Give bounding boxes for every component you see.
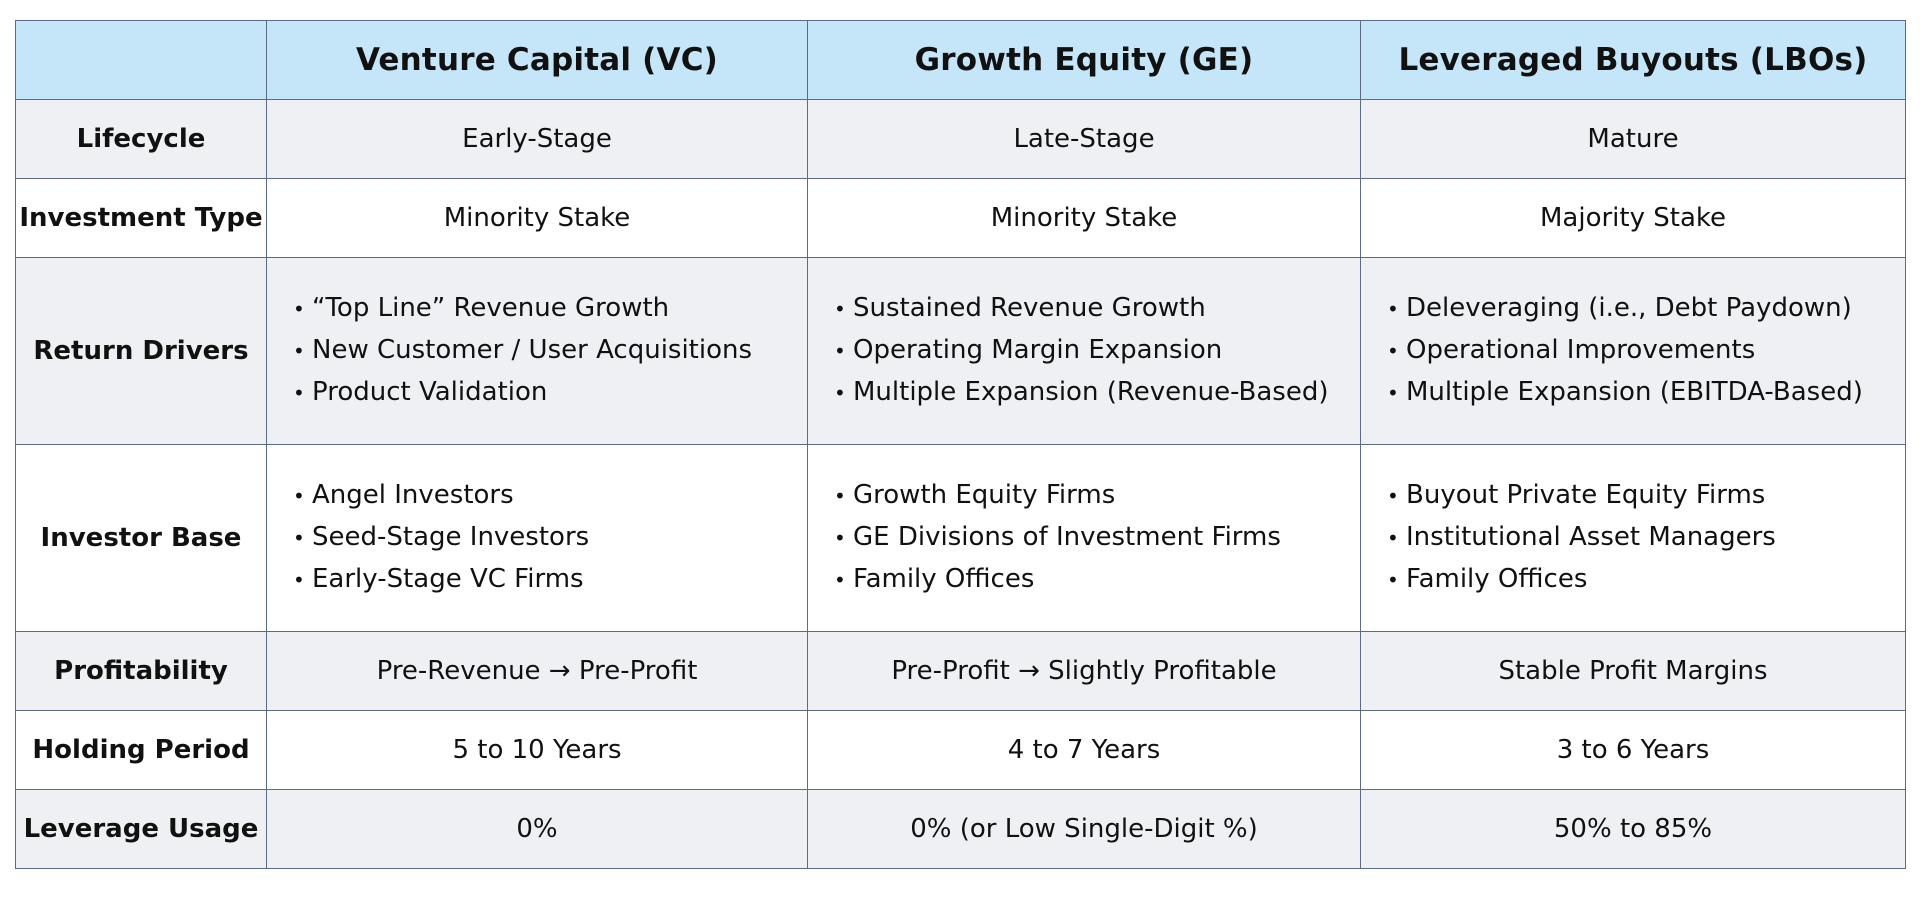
row-profitability: Profitability Pre-Revenue → Pre-Profit P… bbox=[15, 631, 1906, 711]
header-venture-capital: Venture Capital (VC) bbox=[266, 20, 808, 100]
bullet-icon: • bbox=[834, 526, 846, 550]
cell-leverage-usage-lbo: 50% to 85% bbox=[1360, 789, 1906, 869]
bullet-icon: • bbox=[834, 381, 846, 405]
cell-investment-type-lbo: Majority Stake bbox=[1360, 178, 1906, 258]
cell-return-drivers-lbo: • Deleveraging (i.e., Debt Paydown) • Oper… bbox=[1360, 257, 1906, 445]
cell-leverage-usage-ge: 0% (or Low Single-Digit %) bbox=[807, 789, 1361, 869]
row-leverage-usage: Leverage Usage 0% 0% (or Low Single-Digi… bbox=[15, 789, 1906, 869]
list-item: • Operational Improvements bbox=[1387, 330, 1905, 372]
comparison-table: Venture Capital (VC) Growth Equity (GE) … bbox=[15, 20, 1906, 869]
bullet-icon: • bbox=[834, 568, 846, 592]
cell-profitability-ge: Pre-Profit → Slightly Profitable bbox=[807, 631, 1361, 711]
cell-lifecycle-vc: Early-Stage bbox=[266, 99, 808, 179]
bullet-icon: • bbox=[1387, 297, 1399, 321]
table-body: Lifecycle Early-Stage Late-Stage Mature … bbox=[15, 99, 1906, 869]
list-item: • GE Divisions of Investment Firms bbox=[834, 517, 1360, 559]
list-item: • Early-Stage VC Firms bbox=[293, 559, 807, 601]
table-header: Venture Capital (VC) Growth Equity (GE) … bbox=[15, 20, 1906, 100]
cell-lifecycle-ge: Late-Stage bbox=[807, 99, 1361, 179]
cell-profitability-lbo: Stable Profit Margins bbox=[1360, 631, 1906, 711]
list-item: • Buyout Private Equity Firms bbox=[1387, 475, 1905, 517]
cell-leverage-usage-vc: 0% bbox=[266, 789, 808, 869]
cell-return-drivers-ge: • Sustained Revenue Growth • Operating Mar… bbox=[807, 257, 1361, 445]
list-item: • Family Offices bbox=[1387, 559, 1905, 601]
header-corner-cell bbox=[15, 20, 267, 100]
bullet-list: • “Top Line” Revenue Growth • New Customer… bbox=[293, 288, 807, 414]
row-investor-base: Investor Base • Angel Investors • Seed-Sta… bbox=[15, 444, 1906, 632]
list-item: • Deleveraging (i.e., Debt Paydown) bbox=[1387, 288, 1905, 330]
bullet-icon: • bbox=[834, 339, 846, 363]
comparison-table-container: Venture Capital (VC) Growth Equity (GE) … bbox=[15, 20, 1906, 869]
cell-investor-base-vc: • Angel Investors • Seed-Stage Investors •… bbox=[266, 444, 808, 632]
bullet-list: • Buyout Private Equity Firms • Institutio… bbox=[1387, 475, 1905, 601]
bullet-icon: • bbox=[293, 484, 305, 508]
row-label-holding-period: Holding Period bbox=[15, 710, 267, 790]
bullet-icon: • bbox=[1387, 484, 1399, 508]
bullet-icon: • bbox=[293, 381, 305, 405]
header-row: Venture Capital (VC) Growth Equity (GE) … bbox=[15, 20, 1906, 100]
list-item: • “Top Line” Revenue Growth bbox=[293, 288, 807, 330]
cell-investor-base-lbo: • Buyout Private Equity Firms • Institutio… bbox=[1360, 444, 1906, 632]
cell-holding-period-ge: 4 to 7 Years bbox=[807, 710, 1361, 790]
bullet-icon: • bbox=[293, 297, 305, 321]
list-item: • Sustained Revenue Growth bbox=[834, 288, 1360, 330]
bullet-icon: • bbox=[293, 339, 305, 363]
bullet-icon: • bbox=[834, 484, 846, 508]
bullet-list: • Deleveraging (i.e., Debt Paydown) • Oper… bbox=[1387, 288, 1905, 414]
row-label-return-drivers: Return Drivers bbox=[15, 257, 267, 445]
cell-investment-type-ge: Minority Stake bbox=[807, 178, 1361, 258]
list-item: • Angel Investors bbox=[293, 475, 807, 517]
list-item: • Family Offices bbox=[834, 559, 1360, 601]
bullet-list: • Sustained Revenue Growth • Operating Mar… bbox=[834, 288, 1360, 414]
row-holding-period: Holding Period 5 to 10 Years 4 to 7 Year… bbox=[15, 710, 1906, 790]
cell-investor-base-ge: • Growth Equity Firms • GE Divisions of In… bbox=[807, 444, 1361, 632]
cell-holding-period-vc: 5 to 10 Years bbox=[266, 710, 808, 790]
bullet-icon: • bbox=[1387, 381, 1399, 405]
list-item: • Product Validation bbox=[293, 372, 807, 414]
bullet-icon: • bbox=[293, 568, 305, 592]
list-item: • Multiple Expansion (Revenue-Based) bbox=[834, 372, 1360, 414]
bullet-icon: • bbox=[1387, 568, 1399, 592]
row-label-lifecycle: Lifecycle bbox=[15, 99, 267, 179]
cell-holding-period-lbo: 3 to 6 Years bbox=[1360, 710, 1906, 790]
cell-profitability-vc: Pre-Revenue → Pre-Profit bbox=[266, 631, 808, 711]
header-leveraged-buyouts: Leveraged Buyouts (LBOs) bbox=[1360, 20, 1906, 100]
row-label-investment-type: Investment Type bbox=[15, 178, 267, 258]
bullet-icon: • bbox=[1387, 339, 1399, 363]
cell-return-drivers-vc: • “Top Line” Revenue Growth • New Customer… bbox=[266, 257, 808, 445]
cell-investment-type-vc: Minority Stake bbox=[266, 178, 808, 258]
list-item: • Growth Equity Firms bbox=[834, 475, 1360, 517]
bullet-icon: • bbox=[293, 526, 305, 550]
cell-lifecycle-lbo: Mature bbox=[1360, 99, 1906, 179]
row-lifecycle: Lifecycle Early-Stage Late-Stage Mature bbox=[15, 99, 1906, 179]
bullet-list: • Angel Investors • Seed-Stage Investors •… bbox=[293, 475, 807, 601]
header-growth-equity: Growth Equity (GE) bbox=[807, 20, 1361, 100]
row-label-profitability: Profitability bbox=[15, 631, 267, 711]
list-item: • Seed-Stage Investors bbox=[293, 517, 807, 559]
row-return-drivers: Return Drivers • “Top Line” Revenue Growt… bbox=[15, 257, 1906, 445]
list-item: • New Customer / User Acquisitions bbox=[293, 330, 807, 372]
list-item: • Operating Margin Expansion bbox=[834, 330, 1360, 372]
list-item: • Multiple Expansion (EBITDA-Based) bbox=[1387, 372, 1905, 414]
row-investment-type: Investment Type Minority Stake Minority … bbox=[15, 178, 1906, 258]
row-label-investor-base: Investor Base bbox=[15, 444, 267, 632]
bullet-icon: • bbox=[834, 297, 846, 321]
row-label-leverage-usage: Leverage Usage bbox=[15, 789, 267, 869]
bullet-icon: • bbox=[1387, 526, 1399, 550]
bullet-list: • Growth Equity Firms • GE Divisions of In… bbox=[834, 475, 1360, 601]
list-item: • Institutional Asset Managers bbox=[1387, 517, 1905, 559]
